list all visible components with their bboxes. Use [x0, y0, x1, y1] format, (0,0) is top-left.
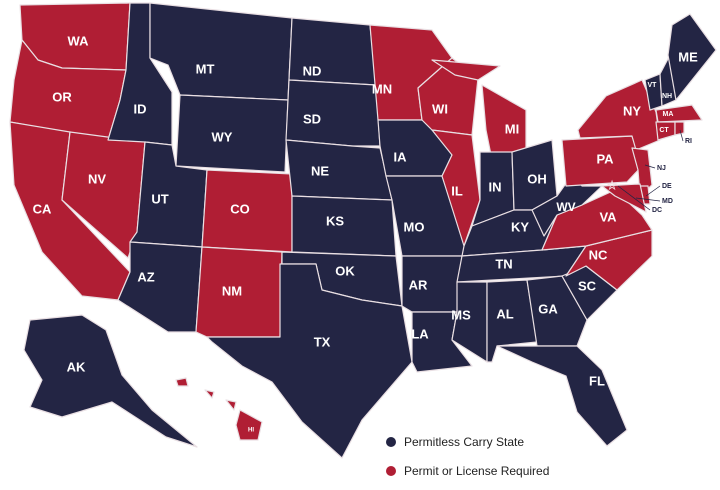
- state-label-md: MD: [662, 198, 673, 205]
- state-label-mi: MI: [505, 121, 519, 136]
- state-label-tx: TX: [314, 334, 331, 349]
- state-az: [117, 241, 203, 333]
- state-label-ri: RI: [685, 138, 692, 145]
- state-label-ny: NY: [623, 103, 641, 118]
- state-label-ct: CT: [659, 127, 669, 134]
- state-ak: [23, 314, 198, 448]
- state-label-ma: MA: [663, 111, 674, 118]
- state-mi: [431, 59, 501, 81]
- state-label-mt: MT: [196, 61, 215, 76]
- state-label-ar: AR: [409, 277, 428, 292]
- state-label-me: ME: [678, 49, 698, 64]
- permitless-swatch-icon: [386, 437, 396, 447]
- state-me: [667, 13, 717, 101]
- state-label-ut: UT: [151, 191, 168, 206]
- state-hi: [225, 399, 237, 411]
- state-label-tn: TN: [495, 256, 512, 271]
- state-label-mo: MO: [404, 219, 425, 234]
- legend-label: Permitless Carry State: [404, 435, 525, 449]
- state-ri: [674, 121, 685, 136]
- state-label-va: VA: [599, 209, 617, 224]
- state-mt: [149, 2, 293, 101]
- state-tx: [206, 263, 413, 459]
- state-label-ne: NE: [311, 163, 329, 178]
- state-label-la: LA: [411, 326, 429, 341]
- state-label-wa: WA: [68, 33, 90, 48]
- state-hi: [235, 409, 263, 441]
- state-wy: [175, 94, 289, 173]
- state-label-nh: NH: [662, 93, 672, 100]
- state-md: [601, 183, 647, 213]
- callout-line-md: [635, 197, 661, 202]
- callout-line-de: [645, 185, 661, 197]
- state-label-sc: SC: [578, 278, 597, 293]
- state-hi: [204, 389, 215, 399]
- state-label-ms: MS: [451, 307, 471, 322]
- state-label-ok: OK: [335, 263, 355, 278]
- legend: Permitless Carry State Permit or License…: [386, 432, 549, 490]
- legend-label: Permit or License Required: [404, 464, 550, 478]
- state-label-mn: MN: [372, 81, 392, 96]
- state-label-nj: NJ: [657, 165, 666, 172]
- state-fl: [496, 345, 628, 447]
- state-label-de: DE: [662, 183, 672, 190]
- state-ne: [285, 139, 393, 201]
- state-label-nv: NV: [88, 171, 106, 186]
- state-label-ca: CA: [33, 201, 52, 216]
- state-label-ak: AK: [67, 359, 86, 374]
- state-label-pa: PA: [596, 151, 614, 166]
- state-label-co: CO: [230, 201, 250, 216]
- state-label-az: AZ: [137, 269, 154, 284]
- state-label-dc: DC: [652, 207, 662, 214]
- state-label-wi: WI: [432, 101, 448, 116]
- state-ms: [451, 281, 488, 363]
- state-label-al: AL: [496, 306, 513, 321]
- state-sd: [285, 79, 381, 147]
- state-label-nc: NC: [589, 247, 608, 262]
- permit-swatch-icon: [386, 466, 396, 476]
- state-label-hi: HI: [248, 428, 254, 434]
- state-label-in: IN: [489, 179, 502, 194]
- state-label-wv: WV: [556, 200, 575, 214]
- callout-line-nj: [644, 164, 656, 169]
- state-label-sd: SD: [303, 111, 321, 126]
- state-ma: [655, 104, 703, 123]
- state-label-nd: ND: [303, 63, 322, 78]
- legend-item-permit: Permit or License Required: [386, 461, 549, 481]
- state-label-vt: VT: [648, 82, 658, 89]
- state-label-or: OR: [52, 89, 72, 104]
- state-label-oh: OH: [527, 171, 547, 186]
- capital-star-icon: ★: [607, 180, 617, 192]
- state-label-ia: IA: [394, 149, 408, 164]
- legend-item-permitless: Permitless Carry State: [386, 432, 549, 452]
- state-label-fl: FL: [589, 373, 605, 388]
- callout-line-dc: [617, 185, 651, 211]
- state-ga: [526, 275, 588, 347]
- state-label-id: ID: [134, 101, 147, 116]
- state-label-wy: WY: [212, 129, 233, 144]
- state-label-il: IL: [451, 183, 463, 198]
- callout-line-ri: [679, 129, 684, 142]
- state-hi: [175, 377, 189, 387]
- state-label-ga: GA: [538, 301, 558, 316]
- state-label-nm: NM: [222, 283, 242, 298]
- state-label-ky: KY: [511, 219, 529, 234]
- state-label-ks: KS: [326, 213, 344, 228]
